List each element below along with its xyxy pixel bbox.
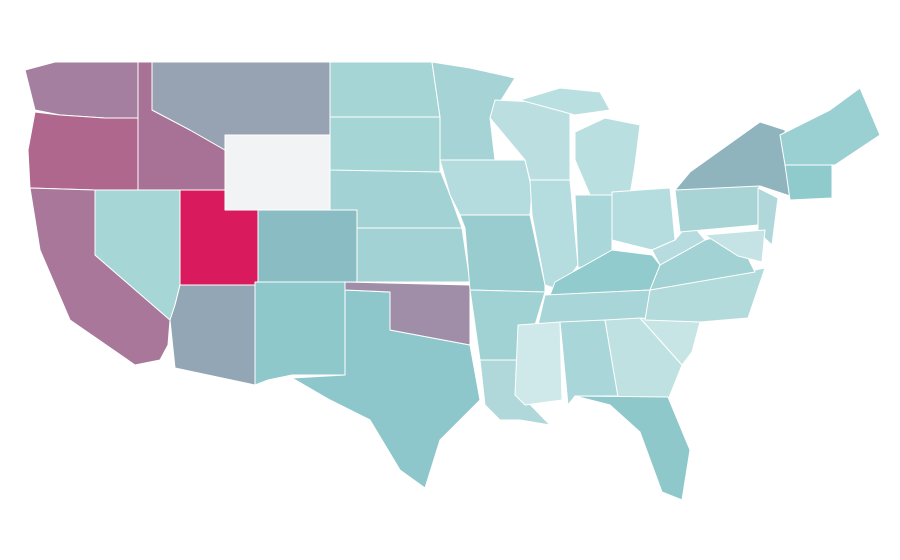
region xyxy=(674,182,769,233)
region xyxy=(224,134,331,211)
region xyxy=(24,61,139,119)
region xyxy=(574,117,641,196)
region xyxy=(604,317,683,401)
region xyxy=(329,61,441,118)
region xyxy=(574,395,691,501)
region xyxy=(329,116,441,173)
region xyxy=(704,229,766,263)
region xyxy=(779,87,881,166)
region xyxy=(169,284,256,386)
region xyxy=(674,121,791,197)
region xyxy=(519,87,611,116)
region xyxy=(459,214,546,293)
region xyxy=(27,111,139,191)
region xyxy=(651,221,706,266)
region xyxy=(431,61,516,161)
region xyxy=(329,169,463,229)
region xyxy=(514,321,563,406)
region xyxy=(257,209,358,283)
region xyxy=(254,281,346,386)
region xyxy=(611,187,676,251)
region xyxy=(356,227,471,283)
region xyxy=(784,164,833,201)
